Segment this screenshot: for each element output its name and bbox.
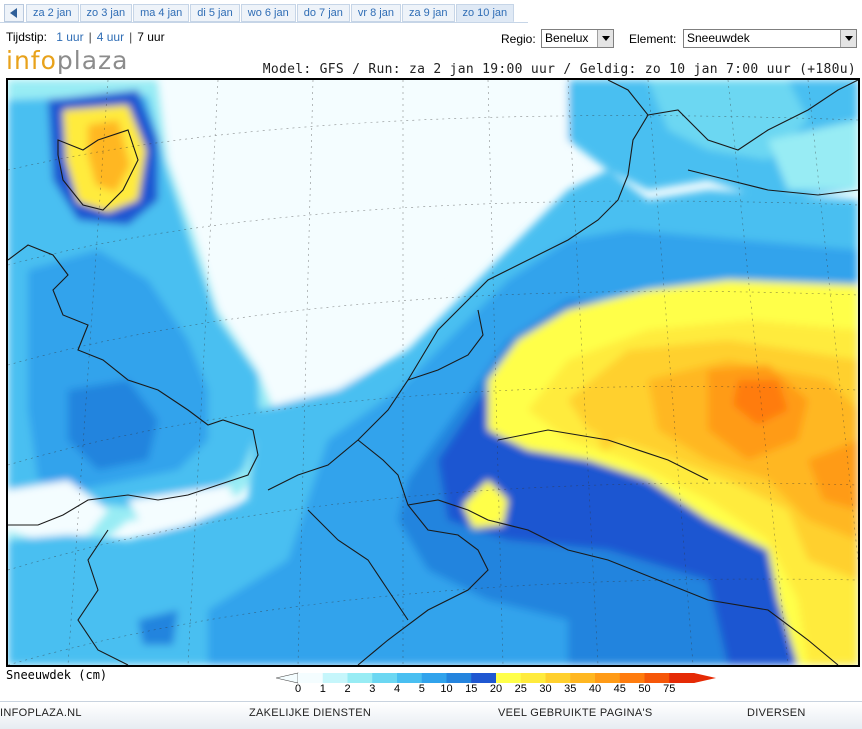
tab-do-7-jan[interactable]: do 7 jan (296, 4, 350, 22)
color-legend: 0 1 2 3 4 5 10 15 20 25 30 35 40 45 50 75 (276, 672, 716, 698)
legend-tick-label: 20 (489, 683, 503, 695)
tijdstip-option-1[interactable]: 1 uur (56, 30, 84, 44)
legend-tick-label: 15 (465, 683, 478, 695)
tab-wo-6-jan[interactable]: wo 6 jan (240, 4, 296, 22)
tab-zo-10-jan[interactable]: zo 10 jan (455, 4, 515, 22)
legend-swatch (520, 673, 546, 683)
footer-divider (0, 701, 862, 702)
legend-tick-label: 10 (440, 683, 453, 695)
legend-swatch (347, 673, 373, 683)
legend-swatch (644, 673, 670, 683)
footer-link-veel-gebruikte-paginas[interactable]: VEEL GEBRUIKTE PAGINA'S (498, 707, 653, 719)
footer-link-zakelijke-diensten[interactable]: ZAKELIJKE DIENSTEN (249, 707, 372, 719)
chevron-down-icon (597, 30, 613, 47)
legend-swatch (545, 673, 571, 683)
element-select[interactable]: Sneeuwdek (683, 29, 857, 48)
map-canvas (8, 80, 858, 665)
tijdstip-option-7-selected: 7 uur (137, 30, 165, 44)
footer: INFOPLAZA.NL ZAKELIJKE DIENSTEN VEEL GEB… (0, 703, 862, 729)
element-value: Sneeuwdek (687, 31, 750, 45)
legend-swatch (322, 673, 348, 683)
legend-color-bar (276, 672, 716, 684)
legend-swatch (446, 673, 472, 683)
tijdstip-label: Tijdstip: (6, 30, 47, 44)
regio-value: Benelux (545, 31, 589, 45)
legend-tick-label: 50 (638, 683, 651, 695)
legend-arrow-right (694, 673, 716, 683)
previous-arrow-icon[interactable] (4, 4, 24, 22)
tab-za-9-jan[interactable]: za 9 jan (401, 4, 455, 22)
legend-swatch (570, 673, 596, 683)
infoplaza-logo: infoplaza (6, 46, 129, 75)
tab-za-2-jan[interactable]: za 2 jan (26, 4, 79, 22)
snow-depth-map (6, 78, 860, 667)
tab-ma-4-jan[interactable]: ma 4 jan (133, 4, 190, 22)
legend-tick-label: 40 (588, 683, 602, 695)
model-run-info: Model: GFS / Run: za 2 jan 19:00 uur / G… (262, 62, 856, 77)
legend-tick-label: 1 (319, 683, 326, 695)
legend-swatch (421, 673, 447, 683)
legend-swatch (669, 673, 695, 683)
legend-swatch (397, 673, 423, 683)
tijdstip-option-4[interactable]: 4 uur (96, 30, 125, 44)
tijdstip-selector: Tijdstip: 1 uur | 4 uur | 7 uur (6, 30, 165, 44)
legend-tick-label: 0 (294, 683, 302, 695)
legend-swatch (298, 673, 324, 683)
tab-divider (0, 22, 528, 23)
legend-title: Sneeuwdek (cm) (6, 668, 108, 682)
legend-tick-label: 3 (369, 683, 376, 695)
footer-link-infoplaza[interactable]: INFOPLAZA.NL (0, 707, 82, 719)
legend-tick-label: 45 (613, 683, 626, 695)
date-tab-bar: za 2 jan zo 3 jan ma 4 jan di 5 jan wo 6 jan… (0, 0, 528, 24)
legend-swatch (471, 673, 497, 683)
legend-swatch (595, 673, 621, 683)
regio-select[interactable]: Benelux (541, 29, 614, 48)
legend-swatch (619, 673, 645, 683)
legend-tick-label: 2 (344, 683, 351, 695)
legend-tick-label: 4 (393, 683, 401, 695)
legend-tick-label: 75 (663, 683, 676, 695)
tab-vr-8-jan[interactable]: vr 8 jan (350, 4, 401, 22)
legend-tick-label: 25 (514, 683, 527, 695)
element-label: Element: (629, 32, 677, 46)
footer-link-diversen[interactable]: DIVERSEN (747, 707, 806, 719)
legend-tick-label: 5 (418, 683, 425, 695)
tab-zo-3-jan[interactable]: zo 3 jan (79, 4, 133, 22)
legend-arrow-left (276, 672, 299, 684)
tab-di-5-jan[interactable]: di 5 jan (190, 4, 240, 22)
regio-label: Regio: (501, 32, 536, 46)
legend-swatch (496, 673, 522, 683)
date-tabs: za 2 jan zo 3 jan ma 4 jan di 5 jan wo 6 jan… (26, 4, 515, 22)
chevron-down-icon (840, 30, 856, 47)
legend-swatch (372, 673, 398, 683)
legend-tick-label: 30 (539, 683, 552, 695)
legend-tick-label: 35 (564, 683, 577, 695)
